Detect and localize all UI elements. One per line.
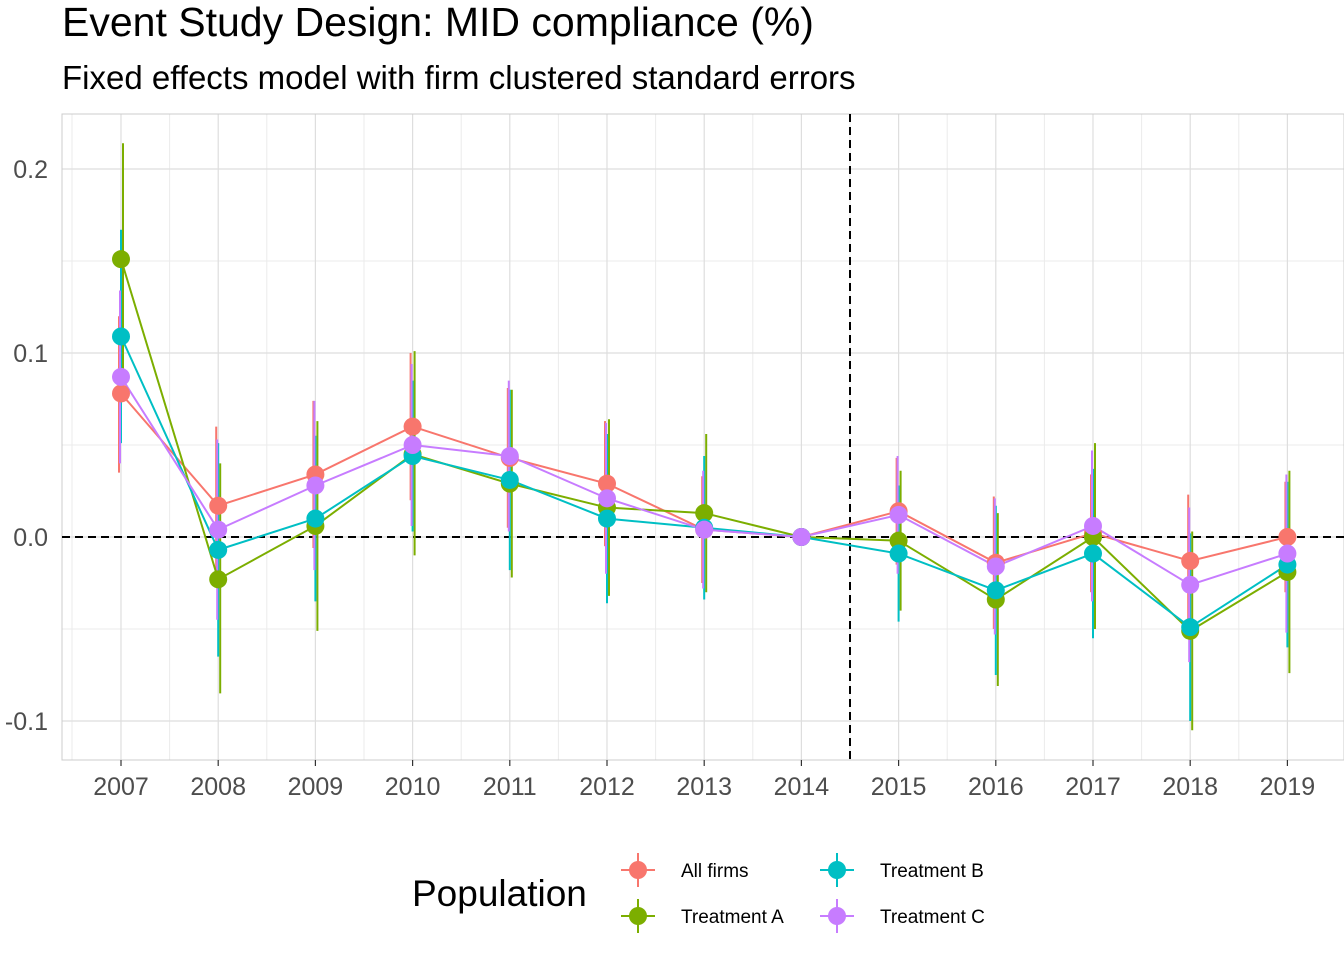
x-tick-label: 2019 xyxy=(1260,773,1316,801)
data-point xyxy=(792,528,811,546)
grid-major xyxy=(62,114,1344,760)
data-point xyxy=(598,474,616,493)
y-tick-label: 0.1 xyxy=(13,340,48,368)
legend-item: Treatment B xyxy=(820,853,984,887)
x-tick-label: 2014 xyxy=(774,773,830,801)
y-axis: -0.1 0.0 0.1 0.2 xyxy=(5,156,48,736)
legend-item: Treatment C xyxy=(820,899,985,933)
data-point xyxy=(1181,551,1200,570)
data-point xyxy=(598,489,616,508)
data-point xyxy=(209,520,228,539)
x-tick-label: 2011 xyxy=(483,773,537,801)
data-point xyxy=(695,504,714,523)
legend-label: All firms xyxy=(681,861,749,882)
legend-key-point xyxy=(629,861,647,879)
y-tick-label: -0.1 xyxy=(5,708,48,736)
legend-items: All firms Treatment A Treatment B Treatment… xyxy=(621,853,985,933)
legend: Population All firms Treatment A Treatment… xyxy=(412,853,985,933)
data-point xyxy=(1084,544,1102,563)
data-point xyxy=(112,384,130,403)
x-tick-label: 2007 xyxy=(93,773,149,801)
data-point xyxy=(695,520,714,539)
legend-key-point xyxy=(828,861,846,879)
legend-key-point xyxy=(629,907,647,925)
data-point xyxy=(209,540,228,559)
data-point xyxy=(306,509,325,528)
data-point xyxy=(1278,544,1297,563)
legend-title: Population xyxy=(412,873,587,914)
legend-item: All firms xyxy=(621,853,749,887)
data-point xyxy=(112,250,130,269)
data-point xyxy=(1278,528,1297,546)
reference-lines xyxy=(62,114,1344,760)
data-point xyxy=(889,531,908,550)
x-tick-label: 2008 xyxy=(190,773,246,801)
x-tick-label: 2010 xyxy=(385,773,441,801)
legend-label: Treatment C xyxy=(880,907,985,928)
legend-item: Treatment A xyxy=(621,899,784,933)
series-layer xyxy=(112,143,1297,731)
data-point xyxy=(209,496,228,515)
data-point xyxy=(112,367,130,386)
y-tick-label: 0.0 xyxy=(13,524,48,552)
data-point xyxy=(209,570,228,589)
plot-panel xyxy=(61,113,1344,761)
x-tick-label: 2013 xyxy=(676,773,732,801)
chart-title: Event Study Design: MID compliance (%) xyxy=(62,0,814,45)
data-point xyxy=(986,581,1005,600)
legend-label: Treatment B xyxy=(880,861,984,882)
panel-border xyxy=(61,113,1344,761)
data-point xyxy=(889,544,908,563)
x-tick-label: 2018 xyxy=(1162,773,1218,801)
data-point xyxy=(403,417,422,436)
data-point xyxy=(500,447,519,466)
data-point xyxy=(112,327,130,346)
legend-key-point xyxy=(828,907,846,925)
x-axis: 2007 2008 2009 2010 2011 2012 2013 2014 2015 2016… xyxy=(93,760,1315,801)
x-tick-label: 2009 xyxy=(288,773,344,801)
data-point xyxy=(500,470,519,489)
data-point xyxy=(1181,575,1200,594)
y-tick-label: 0.2 xyxy=(13,156,48,184)
data-point xyxy=(986,557,1005,576)
grid-minor xyxy=(62,114,1344,760)
x-tick-label: 2017 xyxy=(1065,773,1121,801)
x-tick-label: 2016 xyxy=(968,773,1024,801)
x-tick-label: 2015 xyxy=(871,773,927,801)
chart-subtitle: Fixed effects model with firm clustered … xyxy=(62,59,856,96)
data-point xyxy=(889,505,908,524)
legend-label: Treatment A xyxy=(681,907,784,928)
data-point xyxy=(1181,618,1200,637)
x-tick-label: 2012 xyxy=(579,773,635,801)
data-point xyxy=(306,476,325,495)
data-point xyxy=(1084,516,1102,535)
data-point xyxy=(598,509,616,528)
data-point xyxy=(403,436,422,454)
